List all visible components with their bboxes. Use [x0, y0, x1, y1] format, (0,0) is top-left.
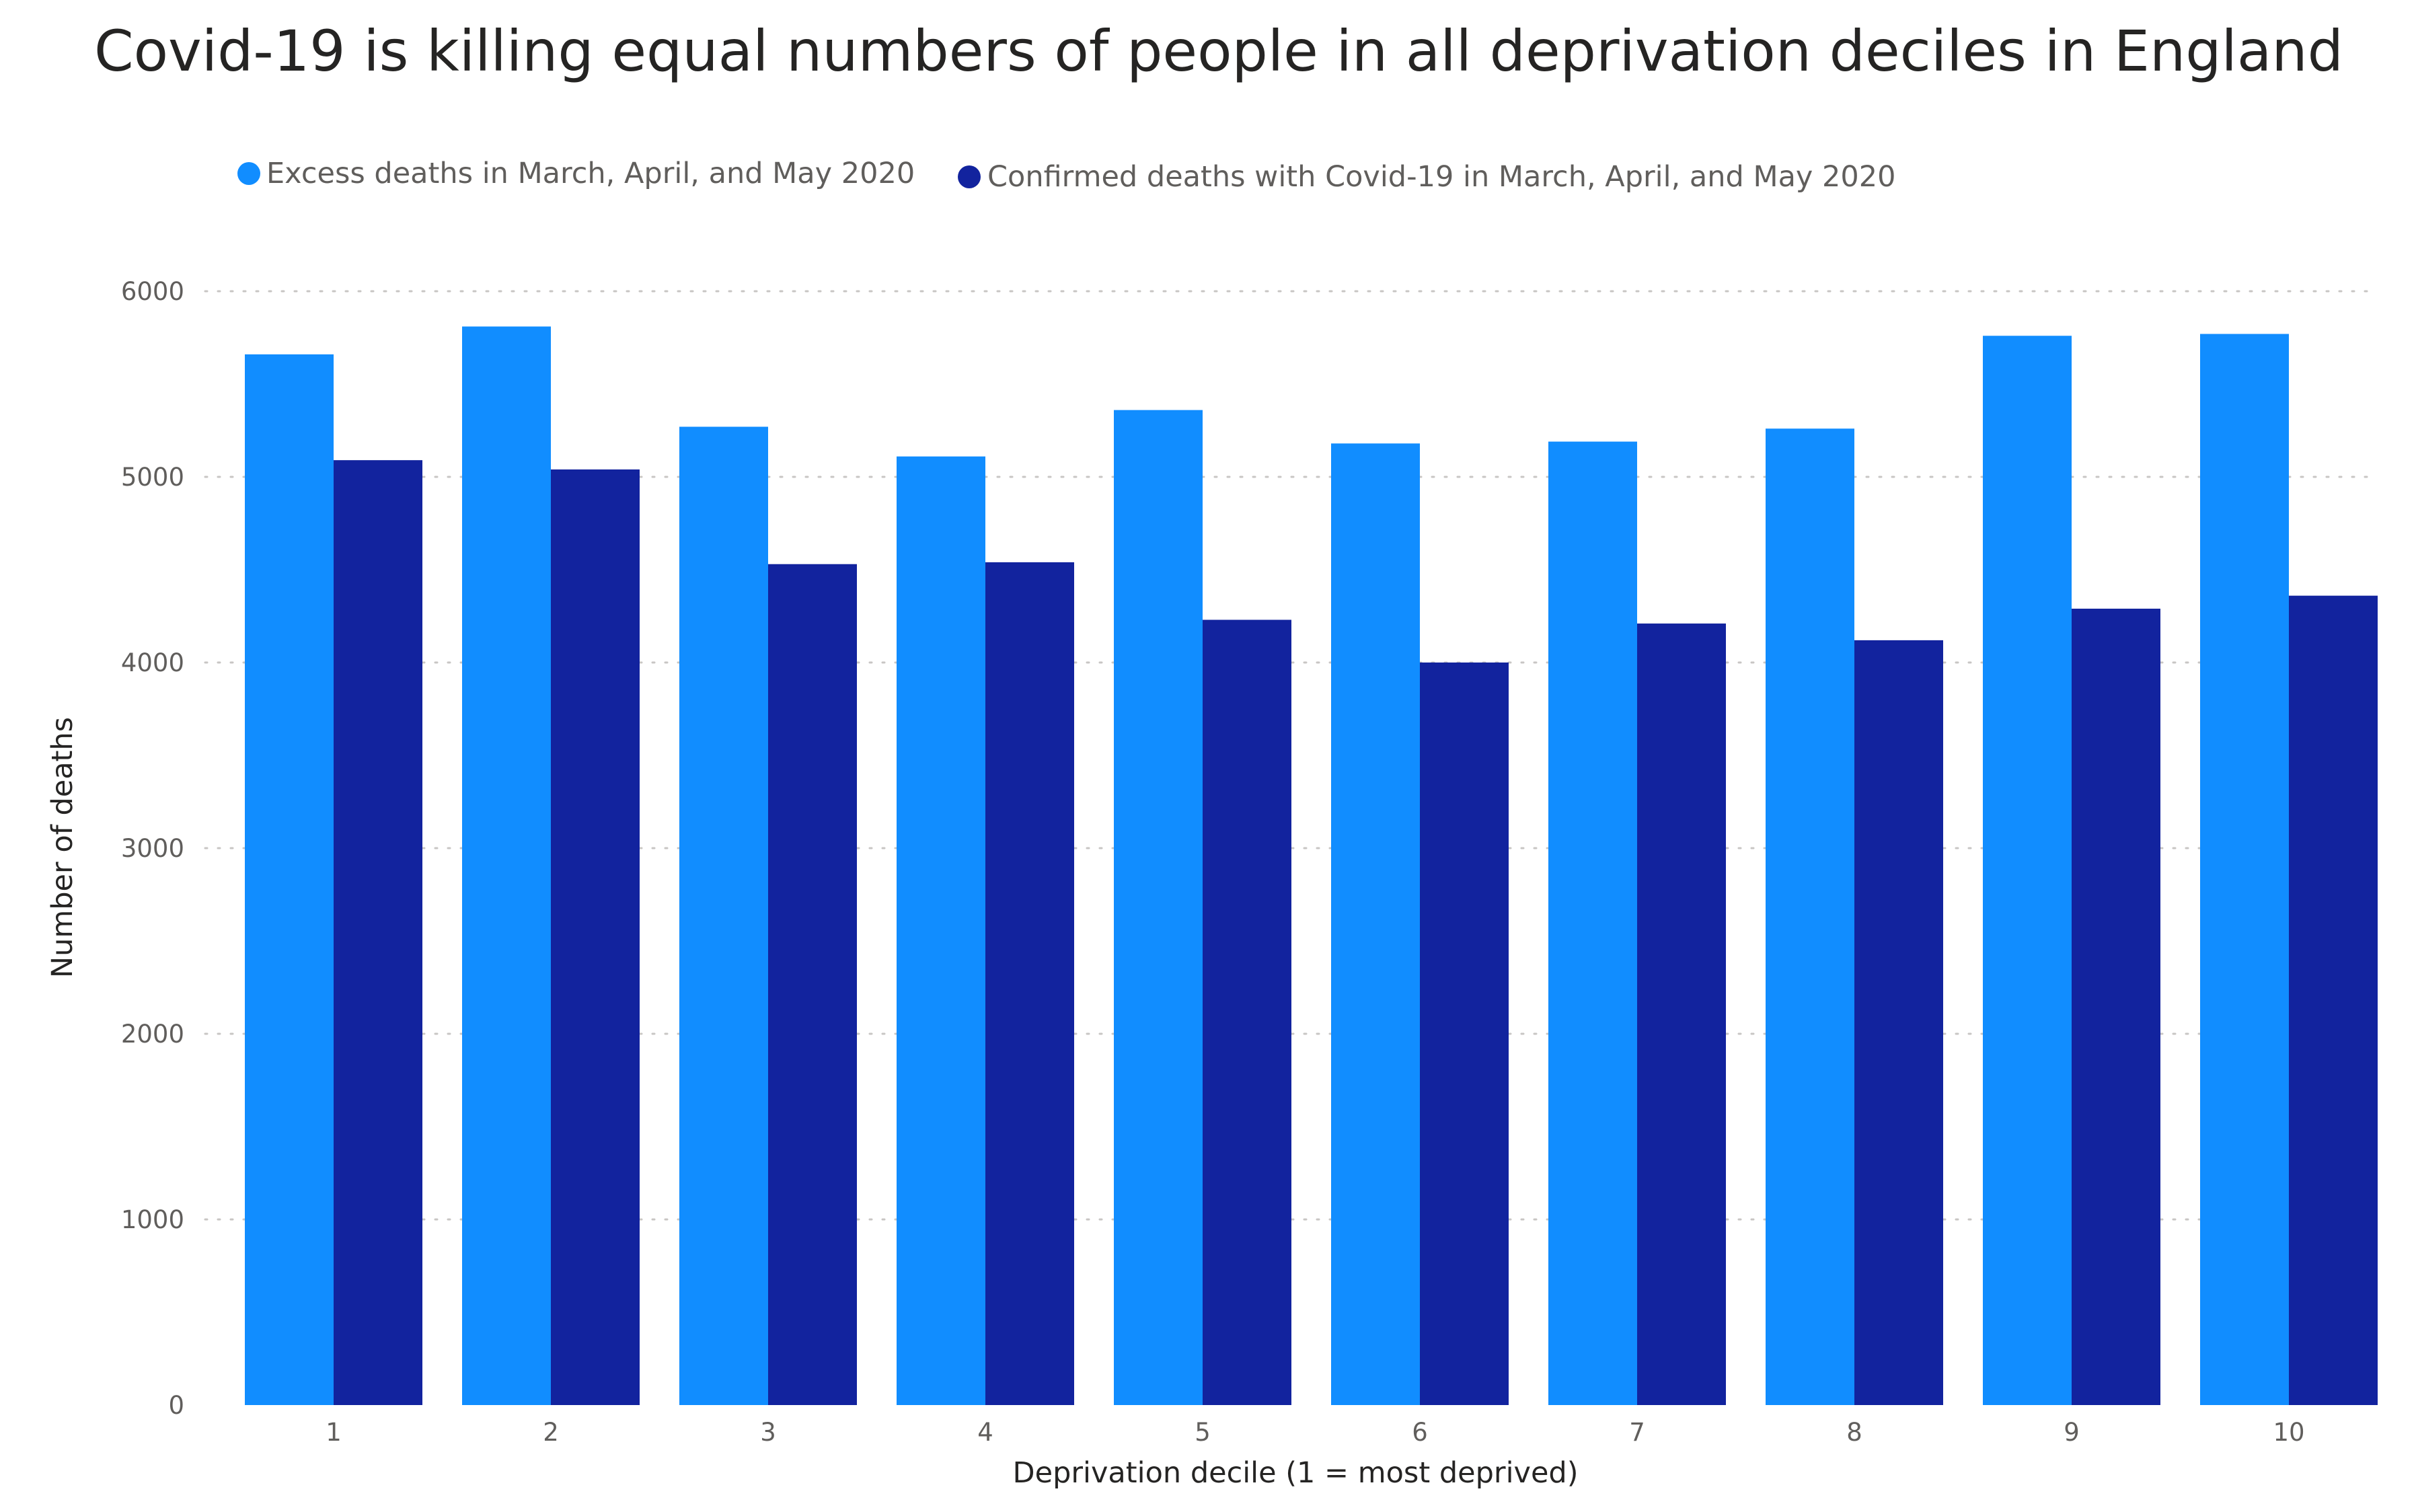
x-tick-label: 2 — [543, 1418, 559, 1447]
y-tick-label: 2000 — [121, 1020, 184, 1049]
x-tick-label: 6 — [1412, 1418, 1428, 1447]
bar-excess-2[interactable] — [462, 326, 551, 1406]
bar-excess-1[interactable] — [245, 354, 334, 1405]
bar-confirmed-7[interactable] — [1637, 623, 1726, 1405]
x-axis-ticks: 1 2 3 4 5 6 7 8 9 10 — [326, 1418, 2304, 1447]
bar-excess-9[interactable] — [1983, 336, 2072, 1405]
bar-excess-4[interactable] — [897, 456, 985, 1405]
bar-excess-10[interactable] — [2200, 334, 2289, 1406]
legend-label-excess: Excess deaths in March, April, and May 2… — [266, 157, 915, 190]
x-tick-label: 8 — [1846, 1418, 1862, 1447]
bar-excess-8[interactable] — [1766, 428, 1854, 1405]
x-tick-label: 4 — [977, 1418, 993, 1447]
legend-marker-excess — [237, 162, 260, 185]
legend-label-confirmed: Confirmed deaths with Covid-19 in March,… — [987, 160, 1895, 194]
y-tick-label: 3000 — [121, 834, 184, 863]
chart-title: Covid-19 is killing equal numbers of peo… — [94, 18, 2343, 84]
y-tick-label: 5000 — [121, 463, 184, 492]
x-tick-label: 3 — [760, 1418, 776, 1447]
bar-confirmed-6[interactable] — [1420, 663, 1509, 1405]
bar-confirmed-1[interactable] — [334, 460, 422, 1406]
legend-marker-confirmed — [958, 165, 981, 188]
y-axis-ticks: 0 1000 2000 3000 4000 5000 6000 — [121, 277, 184, 1420]
bar-excess-3[interactable] — [679, 426, 768, 1405]
x-tick-label: 9 — [2064, 1418, 2080, 1447]
legend-item-excess[interactable]: Excess deaths in March, April, and May 2… — [237, 157, 915, 190]
bar-confirmed-4[interactable] — [985, 562, 1074, 1406]
x-tick-label: 10 — [2273, 1418, 2304, 1447]
y-tick-label: 1000 — [121, 1205, 184, 1234]
bar-confirmed-10[interactable] — [2289, 595, 2378, 1405]
x-tick-label: 1 — [326, 1418, 342, 1447]
x-tick-label: 7 — [1629, 1418, 1645, 1447]
bars — [245, 326, 2378, 1406]
y-axis-title: Number of deaths — [46, 717, 79, 978]
bar-confirmed-9[interactable] — [2072, 608, 2160, 1406]
bar-confirmed-8[interactable] — [1854, 640, 1943, 1405]
bar-confirmed-2[interactable] — [551, 469, 640, 1406]
bar-excess-6[interactable] — [1331, 443, 1420, 1405]
y-tick-label: 0 — [168, 1391, 184, 1420]
bar-confirmed-3[interactable] — [768, 564, 857, 1405]
bar-confirmed-5[interactable] — [1203, 619, 1291, 1405]
y-tick-label: 6000 — [121, 277, 184, 306]
bar-excess-7[interactable] — [1548, 441, 1637, 1405]
legend-item-confirmed[interactable]: Confirmed deaths with Covid-19 in March,… — [958, 160, 1895, 194]
bar-excess-5[interactable] — [1114, 410, 1203, 1405]
x-tick-label: 5 — [1195, 1418, 1211, 1447]
x-axis-title: Deprivation decile (1 = most deprived) — [1013, 1456, 1579, 1490]
legend: Excess deaths in March, April, and May 2… — [237, 157, 1895, 194]
y-tick-label: 4000 — [121, 648, 184, 677]
